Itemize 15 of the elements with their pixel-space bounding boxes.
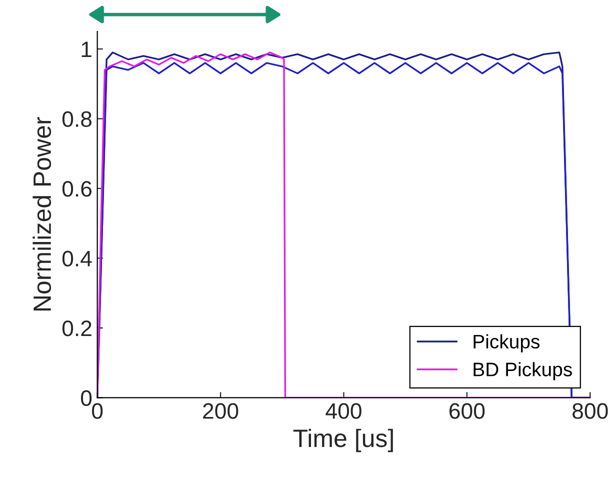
y-tick-label: 0.2	[62, 320, 92, 336]
legend-label: BD Pickups	[474, 362, 572, 380]
x-tick-label: 0	[92, 403, 103, 419]
x-tick-label: 600	[450, 403, 485, 419]
y-tick-label: 1	[82, 42, 92, 58]
x-tick-label: 200	[203, 403, 238, 419]
x-axis-title: Time [us]	[293, 428, 393, 452]
legend-label: Pickups	[474, 334, 540, 352]
y-tick-label: 0.6	[62, 180, 92, 197]
y-tick-label: 0.8	[62, 111, 92, 127]
y-tick-label: 0.4	[62, 250, 92, 266]
y-axis-title: Normilized Power	[32, 117, 52, 310]
y-tick-label: 0	[80, 390, 92, 406]
x-tick-label: 400	[326, 403, 362, 419]
x-tick-label: 800	[572, 403, 608, 419]
